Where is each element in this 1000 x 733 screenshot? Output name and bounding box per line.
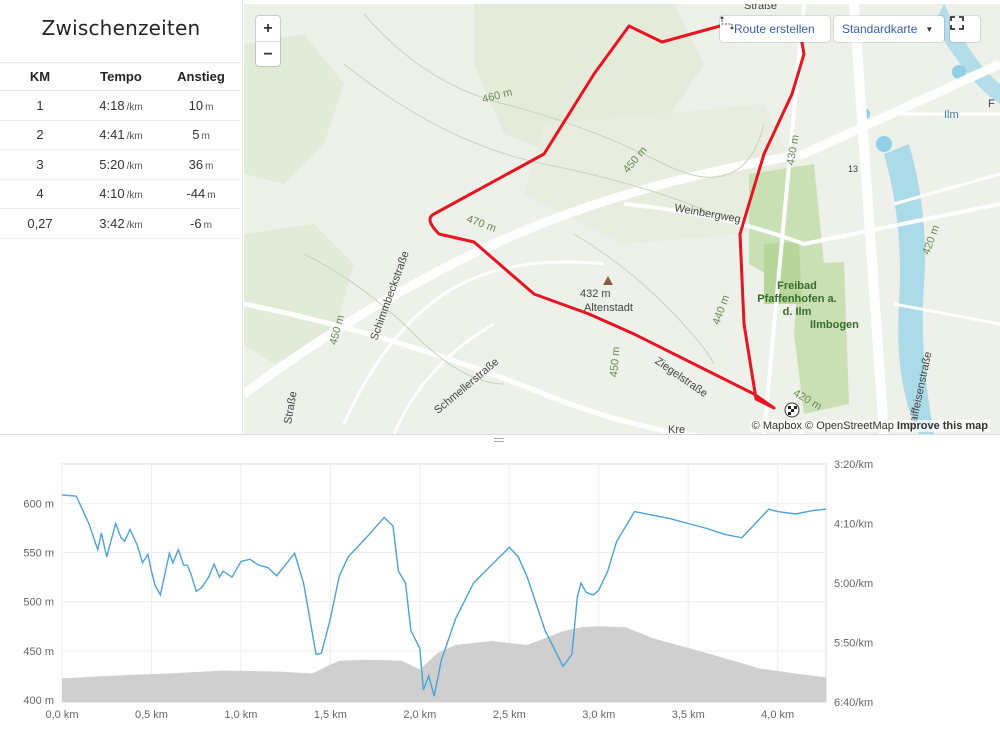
y-right-tick-label: 6:40/km (834, 697, 873, 709)
create-route-button[interactable]: Route erstellen (720, 16, 830, 42)
create-route-label: Route erstellen (734, 22, 815, 36)
elevation-pace-chart: 0,0 km 0,5 km 1,0 km 1,5 km 2,0 km 2,5 km 3,0 … (0, 446, 1000, 728)
street-top: Straße (744, 4, 778, 12)
fullscreen-button[interactable] (950, 16, 980, 42)
x-tick-label: 4,0 km (761, 709, 794, 721)
x-tick-label: 1,5 km (314, 709, 347, 721)
split-row: 4 4:10/km -44 m (0, 179, 240, 209)
y-left-tick-label: 450 m (23, 646, 54, 658)
splits-title: Zwischenzeiten (41, 16, 201, 40)
river-ilm (884, 144, 934, 434)
splits-panel: Zwischenzeiten KM Tempo Anstieg 1 4:18/km… (0, 0, 243, 434)
y-right-tick-label: 5:50/km (834, 638, 873, 650)
split-km: 3 (0, 149, 80, 180)
poi-ilmbogen: Ilmbogen (810, 319, 859, 331)
improve-map-link[interactable]: Improve this map (896, 420, 988, 432)
split-pace: 3:42/km (80, 208, 162, 239)
split-row: 1 4:18/km 10 m (0, 90, 240, 121)
split-pace: 5:20/km (80, 149, 162, 180)
split-pace: 4:18/km (80, 90, 162, 121)
split-pace: 4:41/km (80, 120, 162, 150)
y-left-tick-label: 600 m (23, 498, 54, 510)
split-km: 0,27 (0, 208, 80, 239)
y-left-tick-label: 550 m (23, 548, 54, 560)
street-f: F (988, 98, 995, 110)
elevation-area (62, 626, 826, 702)
split-elev: -6 m (162, 208, 240, 239)
split-elev: 36 m (162, 149, 240, 180)
route-map[interactable]: 432 m Altenstadt Weinbergweg Freibad Pfa… (244, 4, 1000, 434)
zoom-out-button[interactable]: − (256, 41, 280, 66)
x-tick-label: 0,5 km (135, 709, 168, 721)
mapbox-link[interactable]: © Mapbox (751, 420, 802, 432)
zoom-in-button[interactable]: + (263, 20, 273, 37)
y-right-tick-label: 5:00/km (834, 578, 873, 590)
header-tempo: Tempo (80, 62, 162, 91)
y-left-tick-label: 500 m (23, 597, 54, 609)
split-row: 0,27 3:42/km -6 m (0, 208, 240, 239)
river-ilm-label: Ilm (944, 109, 959, 121)
zoom-controls: + − (256, 16, 280, 66)
split-elev: -44 m (162, 179, 240, 209)
y-right-tick-label: 3:20/km (834, 459, 873, 471)
summit-elevation: 432 m (580, 288, 611, 300)
y-right-tick-label: 4:10/km (834, 519, 873, 531)
header-anstieg: Anstieg (162, 62, 240, 91)
chevron-down-icon: ▼ (925, 24, 934, 34)
map-style-dropdown[interactable]: Standardkarte ▼ (834, 16, 944, 42)
x-tick-label: 1,0 km (224, 709, 257, 721)
split-km: 4 (0, 179, 80, 209)
street-kre: Kre (668, 424, 686, 434)
map-attribution: © Mapbox © OpenStreetMap Improve this ma… (749, 420, 990, 432)
x-tick-label: 2,0 km (403, 709, 436, 721)
split-km: 1 (0, 90, 80, 121)
resize-divider[interactable] (0, 434, 1000, 446)
pace-line (61, 494, 827, 697)
split-row: 3 5:20/km 36 m (0, 149, 240, 180)
summit-name: Altenstadt (584, 302, 633, 314)
splits-table: KM Tempo Anstieg 1 4:18/km 10 m 2 4:41/km 5 m 3 5… (0, 62, 240, 239)
park-ilmbogen (794, 262, 849, 414)
header-km: KM (0, 62, 80, 91)
x-tick-label: 3,5 km (672, 709, 705, 721)
x-tick-label: 2,5 km (493, 709, 526, 721)
osm-link[interactable]: © OpenStreetMap (805, 420, 894, 432)
x-tick-label: 0,0 km (45, 709, 78, 721)
resize-grip-icon[interactable] (494, 438, 504, 442)
split-elev: 10 m (162, 90, 240, 121)
map-style-label: Standardkarte (842, 22, 918, 36)
y-left-tick-label: 400 m (23, 695, 54, 707)
split-row: 2 4:41/km 5 m (0, 120, 240, 150)
poi-freibad: Freibad Pfaffenhofen a. d. Ilm (757, 280, 837, 318)
map-canvas (244, 4, 1000, 434)
x-tick-label: 3,0 km (582, 709, 615, 721)
chart-svg: 0,0 km 0,5 km 1,0 km 1,5 km 2,0 km 2,5 km 3,0 … (23, 459, 873, 721)
split-km: 2 (0, 120, 80, 150)
split-pace: 4:10/km (80, 179, 162, 209)
route-line (428, 24, 806, 410)
road-13-label: 13 (848, 164, 859, 174)
